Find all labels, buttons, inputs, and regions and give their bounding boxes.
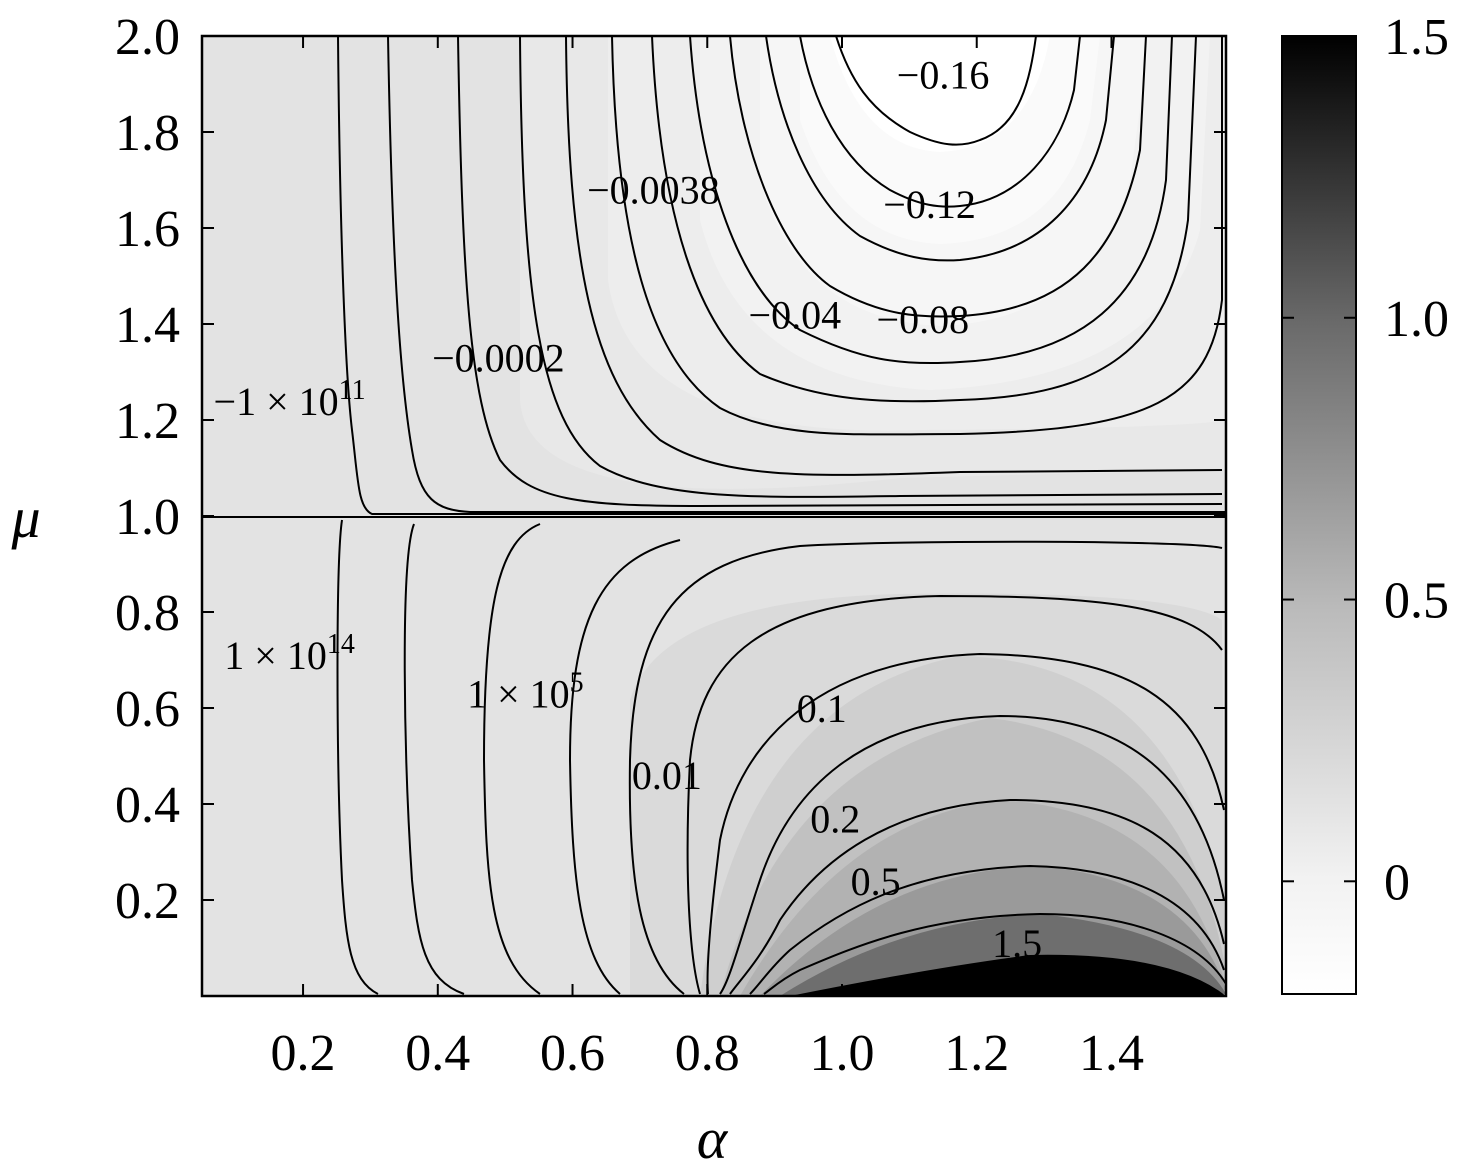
contour-line-upper-b <box>387 36 1226 513</box>
contour-label-exponent: 14 <box>327 629 355 660</box>
x-tick-label: 0.2 <box>271 1025 336 1082</box>
colorbar-tick-labels: 0 0.5 1.0 1.5 <box>1384 9 1449 911</box>
contour-line-upper-e <box>565 36 1223 476</box>
contour-label-exponent: 11 <box>339 375 366 406</box>
contour-label-text: −0.0002 <box>432 336 565 381</box>
contour-line-lower-h <box>719 714 1225 995</box>
contour-line-upper-a <box>337 36 1226 515</box>
colorbar-tick-label: 0.5 <box>1384 573 1449 630</box>
contour-label: −0.16 <box>897 52 990 97</box>
contour-label: −0.12 <box>883 182 976 227</box>
contour-label-text: 0.5 <box>851 859 901 904</box>
x-tick-labels: 0.2 0.4 0.6 0.8 1.0 1.2 1.4 <box>271 1025 1144 1082</box>
contour-label-exponent: 5 <box>570 668 584 699</box>
y-tick-label: 1.2 <box>115 393 180 450</box>
contour-line-upper-l <box>835 36 1037 146</box>
contour-line-lower-e <box>628 540 1223 995</box>
contour-label: 0.01 <box>632 753 702 798</box>
contour-line-upper-d <box>519 36 1223 498</box>
contour-line-lower-d <box>568 539 681 995</box>
contour-line-upper-i <box>729 36 1147 318</box>
y-tick-label: 1.6 <box>115 201 180 258</box>
contour-line-lower-g <box>706 652 1225 995</box>
contour-label: 0.2 <box>810 796 860 841</box>
contour-label-text: −0.12 <box>883 182 976 227</box>
contour-label: −0.0038 <box>587 168 720 213</box>
contour-lines <box>202 36 1226 995</box>
contour-line-lower-c <box>482 523 541 995</box>
contour-label-text: 1 × 10 <box>467 672 570 717</box>
contour-line-upper-k <box>799 36 1081 208</box>
y-tick-label: 2.0 <box>115 9 180 66</box>
y-tick-label: 1.8 <box>115 105 180 162</box>
contour-label-text: −0.08 <box>877 297 970 342</box>
colorbar-tick-label: 0 <box>1384 854 1410 911</box>
y-tick-label: 0.6 <box>115 681 180 738</box>
y-tick-label: 0.8 <box>115 585 180 642</box>
colorbar <box>1281 35 1357 995</box>
contour-label-text: 0.01 <box>632 753 702 798</box>
x-tick-label: 1.0 <box>810 1025 875 1082</box>
x-tick-label: 1.4 <box>1079 1025 1144 1082</box>
contour-line-upper-h <box>689 36 1173 365</box>
contour-line-lower-a <box>336 519 379 995</box>
contour-label: 0.5 <box>851 859 901 904</box>
contour-line-lower-k <box>763 912 1226 995</box>
contour-label: 1.5 <box>992 921 1042 966</box>
contour-label-text: 1 × 10 <box>224 633 327 678</box>
contour-line-upper-c <box>457 36 1223 508</box>
contour-label-text: −0.04 <box>749 292 842 337</box>
contour-fill <box>202 36 1226 996</box>
x-tick-label: 0.6 <box>540 1025 605 1082</box>
y-tick-label: 0.4 <box>115 777 180 834</box>
contour-label: −1 × 1011 <box>214 375 366 424</box>
contour-label: 1 × 1014 <box>224 629 355 678</box>
contour-line-upper-j <box>765 36 1115 262</box>
contour-label-text: −0.0038 <box>587 168 720 213</box>
x-tick-label: 0.8 <box>675 1025 740 1082</box>
colorbar-tick-label: 1.0 <box>1384 291 1449 348</box>
contour-label-text: −0.16 <box>897 52 990 97</box>
contour-line-upper-f <box>611 36 1223 436</box>
x-axis-label: α <box>697 1106 729 1166</box>
contour-line-lower-i <box>729 798 1225 995</box>
x-tick-label: 0.4 <box>405 1025 470 1082</box>
x-tick-marks <box>302 36 1113 996</box>
contour-label: 1 × 105 <box>467 668 584 717</box>
contour-line-lower-f <box>686 594 1223 995</box>
colorbar-tick-label: 1.5 <box>1384 9 1449 66</box>
contour-label: −0.08 <box>877 297 970 342</box>
contour-label-text: 1.5 <box>992 921 1042 966</box>
y-tick-label: 0.2 <box>115 873 180 930</box>
contour-line-upper-g <box>651 36 1197 403</box>
region-upper-6 <box>830 36 1050 152</box>
y-tick-label: 1.4 <box>115 297 180 354</box>
contour-label-text: 0.1 <box>797 686 847 731</box>
y-axis-label: μ <box>10 485 40 550</box>
contour-label: 0.1 <box>797 686 847 731</box>
contour-line-lower-b <box>403 523 465 995</box>
contour-label: −0.04 <box>749 292 842 337</box>
colorbar-ticks <box>1282 35 1356 883</box>
contour-line-lower-j <box>749 864 1225 995</box>
x-tick-label: 1.2 <box>944 1025 1009 1082</box>
contour-labels: −0.16 −0.12 −0.08 −0.04 −0.0038 −0.0002 −1 × 1… <box>214 52 1043 966</box>
y-tick-labels: 0.2 0.4 0.6 0.8 1.0 1.2 1.4 1.6 1.8 2.0 <box>115 9 180 930</box>
y-tick-marks <box>202 35 1226 901</box>
contour-label-text: −1 × 10 <box>214 379 339 424</box>
contour-label-text: 0.2 <box>810 796 860 841</box>
contour-label: −0.0002 <box>432 336 565 381</box>
y-tick-label: 1.0 <box>115 489 180 546</box>
region-lower-7 <box>790 954 1226 996</box>
